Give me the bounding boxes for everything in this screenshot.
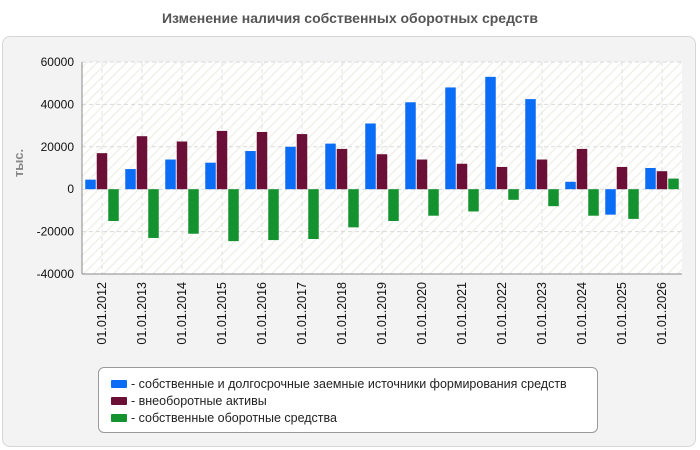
x-tick-label: 01.01.2013 bbox=[135, 282, 149, 345]
legend: - собственные и долгосрочные заемные ист… bbox=[98, 367, 598, 433]
bar-series-3 bbox=[348, 189, 359, 228]
bar-series-3 bbox=[588, 189, 599, 216]
x-tick-label: 01.01.2018 bbox=[335, 282, 349, 345]
bar-series-1 bbox=[245, 151, 256, 190]
bar-series-1 bbox=[565, 181, 576, 190]
y-tick-label: 20000 bbox=[41, 140, 75, 154]
bar-series-3 bbox=[228, 189, 239, 242]
legend-swatch bbox=[111, 379, 127, 388]
y-tick-label: -40000 bbox=[37, 267, 75, 281]
legend-swatch bbox=[111, 413, 127, 422]
bar-series-1 bbox=[365, 123, 376, 190]
bar-series-3 bbox=[508, 189, 519, 200]
bar-series-2 bbox=[176, 141, 188, 190]
bar-series-3 bbox=[628, 189, 639, 219]
x-tick-labels: 01.01.2012 01.01.2013 01.01.2014 01.01.2015… bbox=[95, 282, 669, 345]
x-tick-label: 01.01.2025 bbox=[615, 282, 629, 345]
legend-label: - собственные и долгосрочные заемные ист… bbox=[131, 376, 567, 391]
x-tick-label: 01.01.2020 bbox=[415, 282, 429, 345]
y-tick-label: -20000 bbox=[37, 225, 75, 239]
x-tick-label: 01.01.2016 bbox=[255, 282, 269, 345]
bars bbox=[85, 76, 679, 242]
bar-series-3 bbox=[428, 189, 439, 216]
bar-series-1 bbox=[645, 168, 656, 190]
bar-series-2 bbox=[336, 148, 348, 190]
bar-series-1 bbox=[405, 102, 416, 190]
legend-item-working-capital: - собственные оборотные средства bbox=[111, 409, 597, 426]
legend-label: - внеоборотные активы bbox=[131, 393, 267, 408]
bar-series-2 bbox=[256, 131, 268, 190]
bar-series-1 bbox=[85, 179, 96, 190]
bar-series-2 bbox=[136, 136, 148, 190]
bar-series-2 bbox=[96, 153, 108, 190]
bar-series-3 bbox=[148, 189, 159, 238]
bar-series-3 bbox=[548, 189, 559, 207]
y-axis-label: тыс. bbox=[11, 149, 26, 177]
legend-item-noncurrent-assets: - внеоборотные активы bbox=[111, 392, 597, 409]
bar-series-3 bbox=[108, 189, 119, 221]
bar-series-3 bbox=[668, 178, 679, 190]
bar-series-2 bbox=[576, 148, 588, 190]
y-tick-label: 40000 bbox=[41, 97, 75, 111]
x-tick-label: 01.01.2023 bbox=[535, 282, 549, 345]
bar-series-2 bbox=[456, 163, 468, 190]
y-tick-label: 60000 bbox=[41, 55, 75, 69]
bar-series-2 bbox=[216, 130, 228, 190]
x-tick-label: 01.01.2022 bbox=[495, 282, 509, 345]
chart-title: Изменение наличия собственных оборотных … bbox=[161, 10, 539, 26]
x-tick-label: 01.01.2026 bbox=[655, 282, 669, 345]
bar-series-2 bbox=[656, 171, 668, 190]
x-tick-label: 01.01.2012 bbox=[95, 282, 109, 345]
bar-series-1 bbox=[485, 76, 496, 190]
x-tick-label: 01.01.2021 bbox=[455, 282, 469, 345]
bar-series-1 bbox=[605, 189, 616, 215]
bar-series-2 bbox=[616, 166, 628, 190]
x-tick-label: 01.01.2014 bbox=[175, 282, 189, 345]
bar-series-2 bbox=[376, 154, 388, 190]
bar-series-1 bbox=[525, 99, 536, 190]
bar-series-2 bbox=[536, 159, 548, 190]
legend-item-sources: - собственные и долгосрочные заемные ист… bbox=[111, 375, 597, 392]
bar-series-3 bbox=[188, 189, 199, 234]
legend-swatch bbox=[111, 396, 127, 405]
x-tick-label: 01.01.2019 bbox=[375, 282, 389, 345]
bar-series-2 bbox=[416, 159, 428, 190]
bar-series-3 bbox=[468, 189, 479, 212]
x-tick-label: 01.01.2024 bbox=[575, 282, 589, 345]
y-tick-label: 0 bbox=[67, 182, 74, 196]
bar-series-3 bbox=[308, 189, 319, 240]
x-tick-label: 01.01.2015 bbox=[215, 282, 229, 345]
bar-series-1 bbox=[165, 159, 176, 190]
bar-series-1 bbox=[125, 169, 136, 190]
x-tick-label: 01.01.2017 bbox=[295, 282, 309, 345]
legend-label: - собственные оборотные средства bbox=[131, 410, 337, 425]
bar-series-3 bbox=[268, 189, 279, 241]
bar-series-1 bbox=[205, 162, 216, 190]
bar-series-2 bbox=[296, 134, 308, 190]
bar-series-3 bbox=[388, 189, 399, 221]
bar-series-2 bbox=[496, 166, 508, 190]
bar-series-1 bbox=[445, 87, 456, 190]
y-tick-labels: -40000 -20000 0 20000 40000 60000 bbox=[37, 55, 75, 281]
bar-series-1 bbox=[325, 143, 336, 190]
bar-series-1 bbox=[285, 146, 296, 190]
